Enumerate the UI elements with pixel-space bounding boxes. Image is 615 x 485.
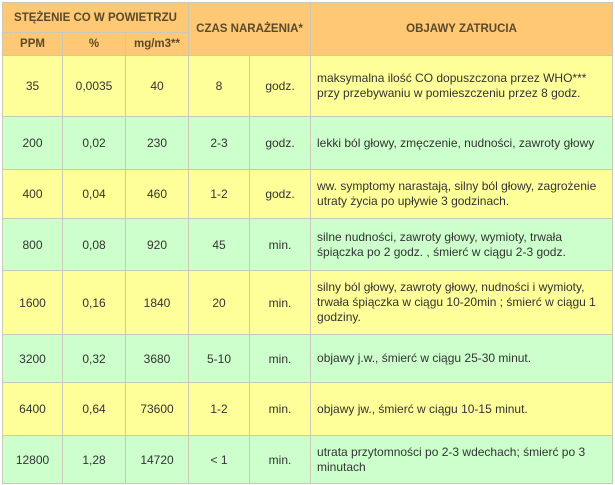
header-percent: %	[62, 32, 126, 56]
table-row: 3200 0,32 3680 5-10 min. objawy j.w., śm…	[2, 334, 614, 383]
header-concentration: STĘŻENIE CO W POWIETRZU	[2, 2, 189, 33]
cell-time: 20	[188, 270, 250, 335]
cell-time: 45	[188, 218, 250, 271]
header-symptoms: OBJAWY ZATRUCIA	[310, 2, 614, 56]
cell-percent: 0,08	[62, 218, 126, 271]
cell-symptoms: silny ból głowy, zawroty głowy, nudności…	[310, 270, 614, 335]
table-row: 400 0,04 460 1-2 godz. ww. symptomy nara…	[2, 169, 614, 219]
cell-time: 1-2	[188, 382, 250, 436]
cell-percent: 0,02	[62, 116, 126, 170]
cell-ppm: 12800	[2, 435, 63, 484]
cell-ppm: 35	[2, 55, 63, 117]
cell-ppm: 1600	[2, 270, 63, 335]
cell-ppm: 3200	[2, 334, 63, 383]
cell-time: 5-10	[188, 334, 250, 383]
cell-unit: godz.	[248, 169, 312, 219]
table-row: 35 0,0035 40 8 godz. maksymalna ilość CO…	[2, 55, 614, 117]
header-mgm3: mg/m3**	[125, 32, 189, 56]
cell-time: 2-3	[188, 116, 250, 170]
cell-symptoms: silne nudności, zawroty głowy, wymioty, …	[310, 218, 614, 271]
cell-mgm3: 40	[125, 55, 189, 117]
cell-ppm: 800	[2, 218, 63, 271]
cell-percent: 0,04	[62, 169, 126, 219]
cell-percent: 0,64	[62, 382, 126, 436]
table-row: 6400 0,64 73600 1-2 min. objawy jw., śmi…	[2, 382, 614, 436]
cell-symptoms: lekki ból głowy, zmęczenie, nudności, za…	[310, 116, 614, 170]
cell-unit: min.	[248, 382, 312, 436]
cell-mgm3: 920	[125, 218, 189, 271]
table-row: 12800 1,28 14720 < 1 min. utrata przytom…	[2, 435, 614, 484]
cell-unit: min.	[248, 218, 312, 271]
table-row: 1600 0,16 1840 20 min. silny ból głowy, …	[2, 270, 614, 335]
cell-mgm3: 14720	[125, 435, 189, 484]
cell-time: 8	[188, 55, 250, 117]
cell-symptoms: objawy jw., śmierć w ciągu 10-15 minut.	[310, 382, 614, 436]
cell-ppm: 200	[2, 116, 63, 170]
cell-unit: min.	[248, 270, 312, 335]
table-row: 200 0,02 230 2-3 godz. lekki ból głowy, …	[2, 116, 614, 170]
cell-percent: 0,16	[62, 270, 126, 335]
cell-mgm3: 1840	[125, 270, 189, 335]
cell-percent: 0,32	[62, 334, 126, 383]
cell-time: 1-2	[188, 169, 250, 219]
cell-ppm: 400	[2, 169, 63, 219]
cell-unit: min.	[248, 334, 312, 383]
cell-percent: 0,0035	[62, 55, 126, 117]
cell-time: < 1	[188, 435, 250, 484]
header-ppm: PPM	[2, 32, 63, 56]
cell-percent: 1,28	[62, 435, 126, 484]
cell-mgm3: 73600	[125, 382, 189, 436]
cell-mgm3: 230	[125, 116, 189, 170]
cell-unit: godz.	[248, 55, 312, 117]
header-exposure-time: CZAS NARAŻENIA*	[187, 2, 312, 56]
cell-symptoms: ww. symptomy narastają, silny ból głowy,…	[310, 169, 614, 219]
cell-mgm3: 460	[125, 169, 189, 219]
cell-ppm: 6400	[2, 382, 63, 436]
cell-symptoms: objawy j.w., śmierć w ciągu 25-30 minut.	[310, 334, 614, 383]
cell-symptoms: maksymalna ilość CO dopuszczona przez WH…	[310, 55, 614, 117]
cell-unit: godz.	[248, 116, 312, 170]
cell-mgm3: 3680	[125, 334, 189, 383]
cell-symptoms: utrata przytomności po 2-3 wdechach; śmi…	[310, 435, 614, 484]
cell-unit: min.	[248, 435, 312, 484]
table-row: 800 0,08 920 45 min. silne nudności, zaw…	[2, 218, 614, 271]
